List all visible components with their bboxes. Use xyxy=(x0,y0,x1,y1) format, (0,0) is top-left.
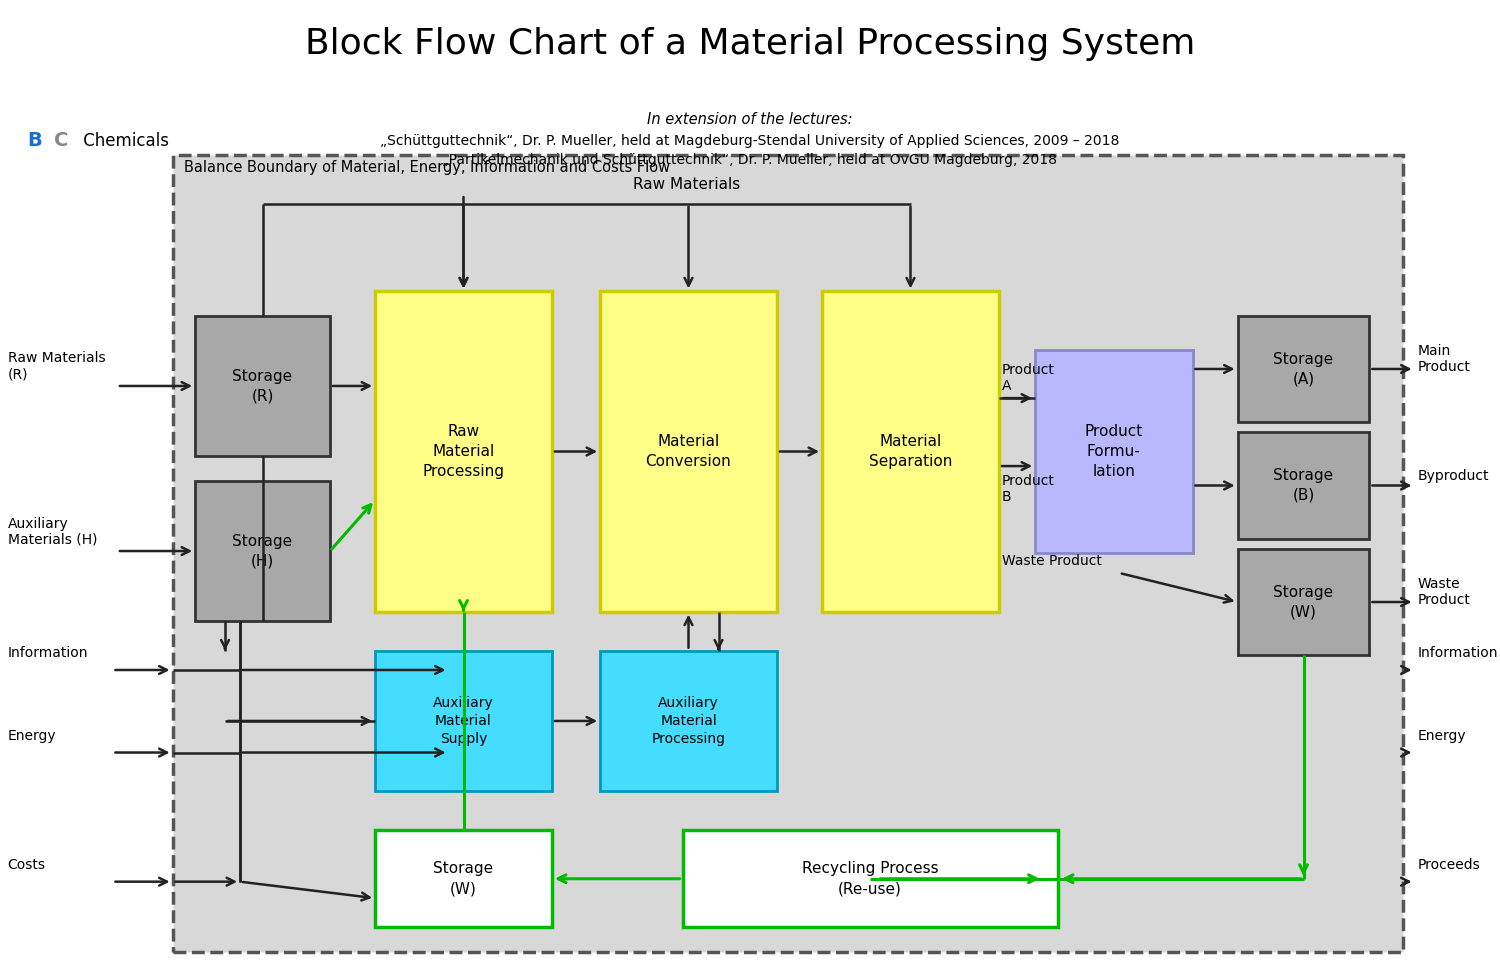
Text: Raw Materials: Raw Materials xyxy=(633,178,741,192)
Text: Material
Conversion: Material Conversion xyxy=(645,434,732,469)
Text: „Partikelmechanik und Schüttguttechnik“, Dr. P. Mueller, held at OvGU Magdeburg,: „Partikelmechanik und Schüttguttechnik“,… xyxy=(442,153,1058,167)
Text: Chemicals: Chemicals xyxy=(78,132,170,150)
Text: Energy: Energy xyxy=(1418,729,1466,743)
Text: B: B xyxy=(27,131,42,151)
Text: Product
Formu-
lation: Product Formu- lation xyxy=(1084,424,1143,479)
Text: Storage
(B): Storage (B) xyxy=(1274,468,1334,503)
FancyBboxPatch shape xyxy=(1238,549,1370,655)
FancyBboxPatch shape xyxy=(682,830,1058,927)
FancyBboxPatch shape xyxy=(195,316,330,456)
Text: Information: Information xyxy=(8,647,88,660)
Text: „Schüttguttechnik“, Dr. P. Mueller, held at Magdeburg-Stendal University of Appl: „Schüttguttechnik“, Dr. P. Mueller, held… xyxy=(381,134,1119,148)
FancyBboxPatch shape xyxy=(375,830,552,927)
Text: Storage
(H): Storage (H) xyxy=(232,534,292,568)
Text: Auxiliary
Material
Processing: Auxiliary Material Processing xyxy=(651,695,726,747)
Text: Storage
(R): Storage (R) xyxy=(232,369,292,403)
FancyBboxPatch shape xyxy=(195,481,330,621)
Text: Material
Separation: Material Separation xyxy=(868,434,952,469)
Text: Product
A: Product A xyxy=(1002,363,1054,393)
Text: Waste
Product: Waste Product xyxy=(1418,577,1470,608)
FancyBboxPatch shape xyxy=(375,291,552,612)
Text: Product
B: Product B xyxy=(1002,474,1054,504)
FancyBboxPatch shape xyxy=(172,155,1402,952)
FancyBboxPatch shape xyxy=(1238,432,1370,539)
Text: Waste Product: Waste Product xyxy=(1002,554,1102,568)
Text: Balance Boundary of Material, Energy, Information and Costs Flow: Balance Boundary of Material, Energy, In… xyxy=(184,160,670,175)
FancyBboxPatch shape xyxy=(600,291,777,612)
Text: C: C xyxy=(54,131,69,151)
Text: In extension of the lectures:: In extension of the lectures: xyxy=(648,112,852,127)
Text: Storage
(W): Storage (W) xyxy=(433,861,494,896)
FancyBboxPatch shape xyxy=(600,651,777,791)
Text: Byproduct: Byproduct xyxy=(1418,469,1490,483)
Text: Recycling Process
(Re-use): Recycling Process (Re-use) xyxy=(801,861,939,896)
Text: Block Flow Chart of a Material Processing System: Block Flow Chart of a Material Processin… xyxy=(304,26,1196,61)
Text: Information: Information xyxy=(1418,647,1498,660)
Text: Main
Product: Main Product xyxy=(1418,344,1470,375)
Text: Auxiliary
Material
Supply: Auxiliary Material Supply xyxy=(433,695,494,747)
Text: Storage
(W): Storage (W) xyxy=(1274,585,1334,619)
FancyBboxPatch shape xyxy=(1238,316,1370,422)
FancyBboxPatch shape xyxy=(1035,350,1193,553)
Text: Auxiliary
Materials (H): Auxiliary Materials (H) xyxy=(8,517,98,547)
FancyBboxPatch shape xyxy=(375,651,552,791)
Text: Energy: Energy xyxy=(8,729,56,743)
Text: Costs: Costs xyxy=(8,858,45,872)
Text: Raw Materials
(R): Raw Materials (R) xyxy=(8,352,105,382)
Text: Proceeds: Proceeds xyxy=(1418,858,1480,872)
Text: Raw
Material
Processing: Raw Material Processing xyxy=(423,424,504,479)
FancyBboxPatch shape xyxy=(822,291,999,612)
Text: Storage
(A): Storage (A) xyxy=(1274,352,1334,386)
